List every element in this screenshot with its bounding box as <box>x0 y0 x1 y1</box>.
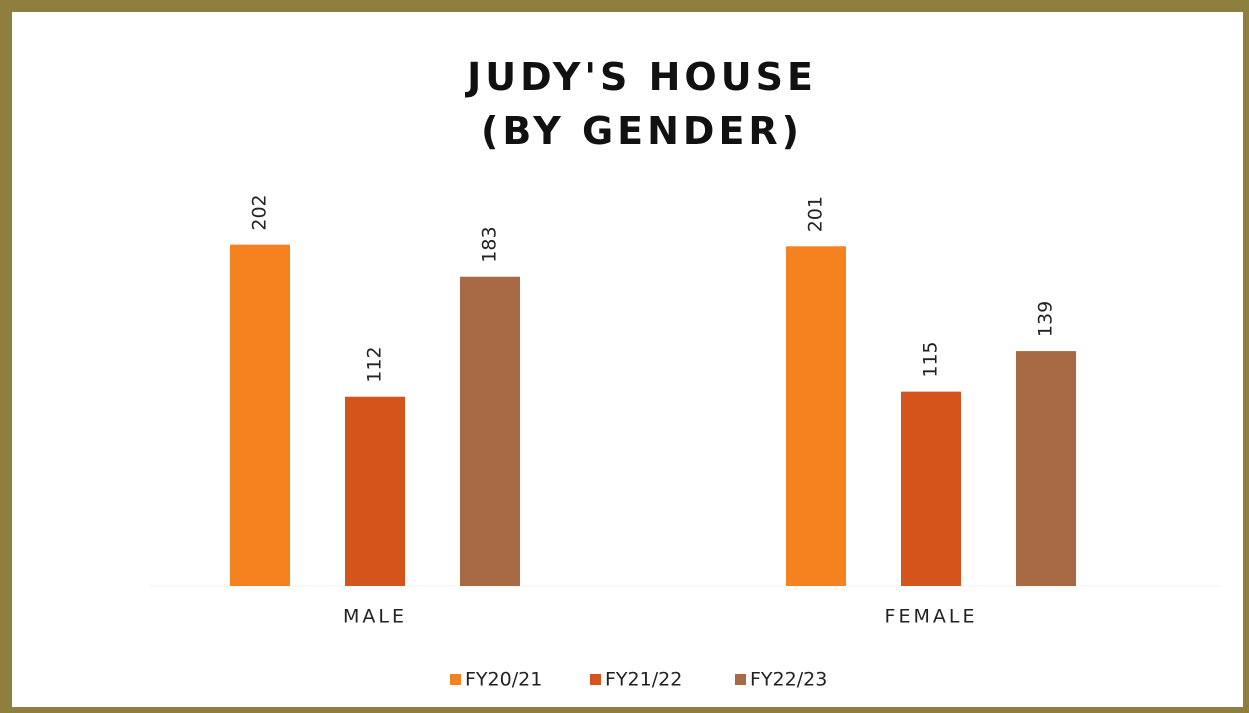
legend-label: FY21/22 <box>605 669 682 691</box>
bar <box>230 244 290 586</box>
legend-swatch <box>735 674 746 685</box>
bar <box>786 246 846 586</box>
x-tick-label: MALE <box>343 606 407 628</box>
chart-title: JUDY'S HOUSE (BY GENDER) <box>467 55 817 153</box>
data-label: 112 <box>364 346 386 382</box>
legend-label: FY22/23 <box>750 669 827 691</box>
bar <box>901 391 961 586</box>
x-tick-label: FEMALE <box>885 606 978 628</box>
legend-swatch <box>590 674 601 685</box>
legend-label: FY20/21 <box>465 669 542 691</box>
bar <box>460 276 520 586</box>
data-label: 139 <box>1035 301 1057 337</box>
bar <box>1016 351 1076 586</box>
data-label: 115 <box>920 341 942 377</box>
data-label: 202 <box>249 194 271 230</box>
data-label: 183 <box>479 226 501 262</box>
bar <box>345 396 405 586</box>
legend-swatch <box>450 674 461 685</box>
data-label: 201 <box>805 196 827 232</box>
